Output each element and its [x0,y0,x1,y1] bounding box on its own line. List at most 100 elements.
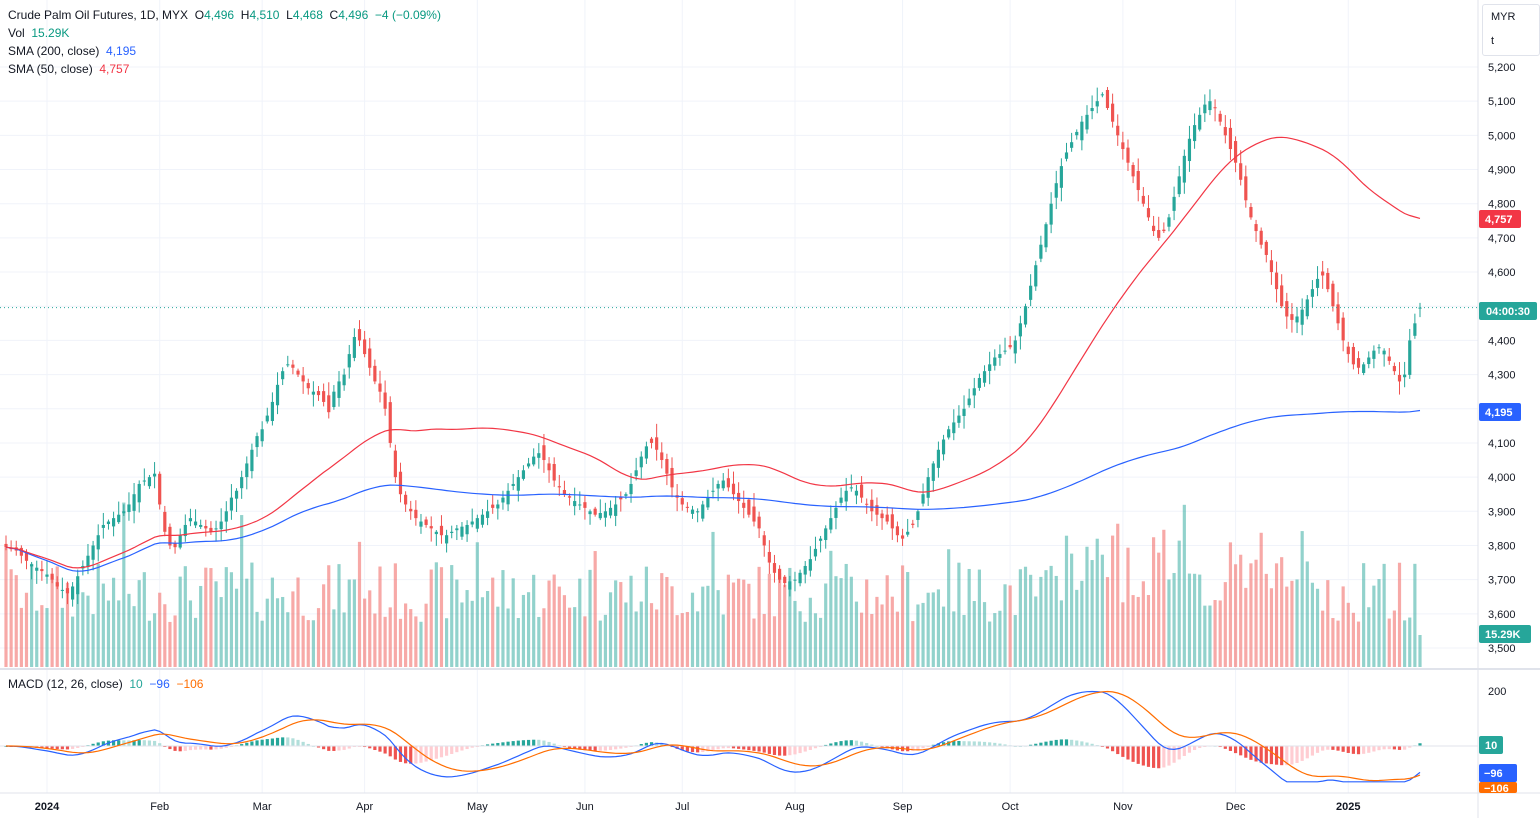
volume-bar [496,606,500,667]
macd-hist-bar [188,746,193,751]
price-axis[interactable]: 3,5003,6003,7003,8003,9004,0004,1004,200… [1488,62,1516,655]
macd-hist-bar [1167,746,1171,766]
volume-bar [1023,566,1028,667]
scale-settings[interactable]: MYR t [1482,4,1540,56]
volume-bar [1372,585,1376,667]
macd-hist-bar [583,746,587,751]
macd-hist-bar [111,740,116,746]
candle-body [445,535,449,544]
candle-body [1208,101,1212,111]
macd-legend[interactable]: MACD (12, 26, close) 10 −96 −106 [8,677,204,691]
macd-hist-bar [849,740,853,746]
macd-hist-bar [316,746,321,748]
volume-bar [680,613,684,667]
sma200-line [5,409,1421,572]
macd-hist-bar [1387,746,1391,750]
volume-bar [1126,547,1130,667]
volume-bar [368,590,372,667]
candle-body [1039,244,1043,259]
macd-axis[interactable]: 200 [1488,686,1506,698]
volume-legend[interactable]: Vol 15.29K [8,26,70,40]
volume-bar [941,606,946,667]
volume-bar [219,597,223,667]
volume-bar [491,577,495,667]
volume-bar [1285,586,1289,667]
volume-bar [1213,600,1217,667]
candle-body [598,513,602,519]
candle-body [1326,272,1330,290]
candle-body [1269,260,1274,273]
time-axis[interactable]: 2024 Feb Mar Apr May Jun Jul Aug Sep Oct Nov Dec 202… [35,801,1361,813]
macd-hist-bar [383,746,387,754]
volume-bar [644,566,648,667]
volume-bar [168,621,172,667]
candle-body [660,452,664,461]
macd-hist-bar [419,746,423,763]
macd-hist-bar [1054,739,1058,746]
volume-bar [424,603,428,667]
macd-hist-bar [301,741,305,746]
candle-body [147,477,152,487]
macd-hist-bar [619,746,623,749]
volume-bar [409,609,413,667]
macd-hist-bar [1162,746,1166,768]
candle-body [1085,114,1089,130]
candle-body [1249,206,1253,218]
candle-body [1290,314,1294,320]
macd-hist-bar [772,746,777,755]
macd-hist-bar [808,746,812,750]
volume-bar [1003,584,1007,667]
symbol-title[interactable]: Crude Palm Oil Futures, 1D, MYX [8,8,189,22]
volume-bar [439,567,444,667]
macd-hist-bar [1070,739,1074,746]
macd-hist-bar [1085,742,1089,746]
macd-hist-bar [1269,746,1274,765]
macd-hist-bar [865,743,869,746]
candle-body [982,371,987,383]
macd-hist-bar [260,739,264,746]
currency-label[interactable]: MYR [1491,11,1516,23]
macd-hist-bar [275,737,280,746]
macd-hist-bar [224,746,228,748]
volume-bar [803,621,807,667]
candle-body [1116,125,1120,136]
volume-bar [9,569,13,667]
candle-body [480,514,485,525]
symbol-row[interactable]: Crude Palm Oil Futures, 1D, MYX O4,496 H… [8,8,441,22]
macd-hist-bar [521,740,526,746]
volume-bar [1305,561,1309,667]
candles [4,87,1422,607]
candle-body [808,559,812,571]
candle-body [1228,127,1233,150]
volume-bar [598,620,602,667]
macd-hist-bar [911,746,915,751]
macd-hist-bar [286,737,290,746]
candle-body [875,505,879,515]
volume-bar [501,570,505,667]
volume-bar [665,576,669,667]
volume-bar [578,578,582,667]
macd-hist-bar [1152,746,1156,768]
volume-bar [1326,580,1330,667]
candle-body [111,518,116,527]
volume-bar [526,592,531,667]
macd-hist-bar [127,740,131,746]
volume-bar [1310,582,1315,667]
volume-bar [204,567,208,667]
macd-hist-bar [434,746,438,759]
unit-label[interactable]: t [1491,35,1495,47]
sma50-legend[interactable]: SMA (50, close) 4,757 [8,62,130,76]
price-tick-label: 4,300 [1488,370,1516,382]
macd-line-badge: −96 [1479,764,1517,782]
macd-hist-bar [1362,746,1366,754]
macd-hist-bar [204,746,208,750]
volume-bar [55,566,59,667]
candle-body [475,518,479,529]
time-tick-label: Oct [1002,801,1019,813]
sma200-legend[interactable]: SMA (200, close) 4,195 [8,44,137,58]
macd-hist-bar [122,740,126,746]
candle-body [398,471,403,495]
volume-bar [81,592,85,667]
macd-hist-bar [183,746,187,751]
